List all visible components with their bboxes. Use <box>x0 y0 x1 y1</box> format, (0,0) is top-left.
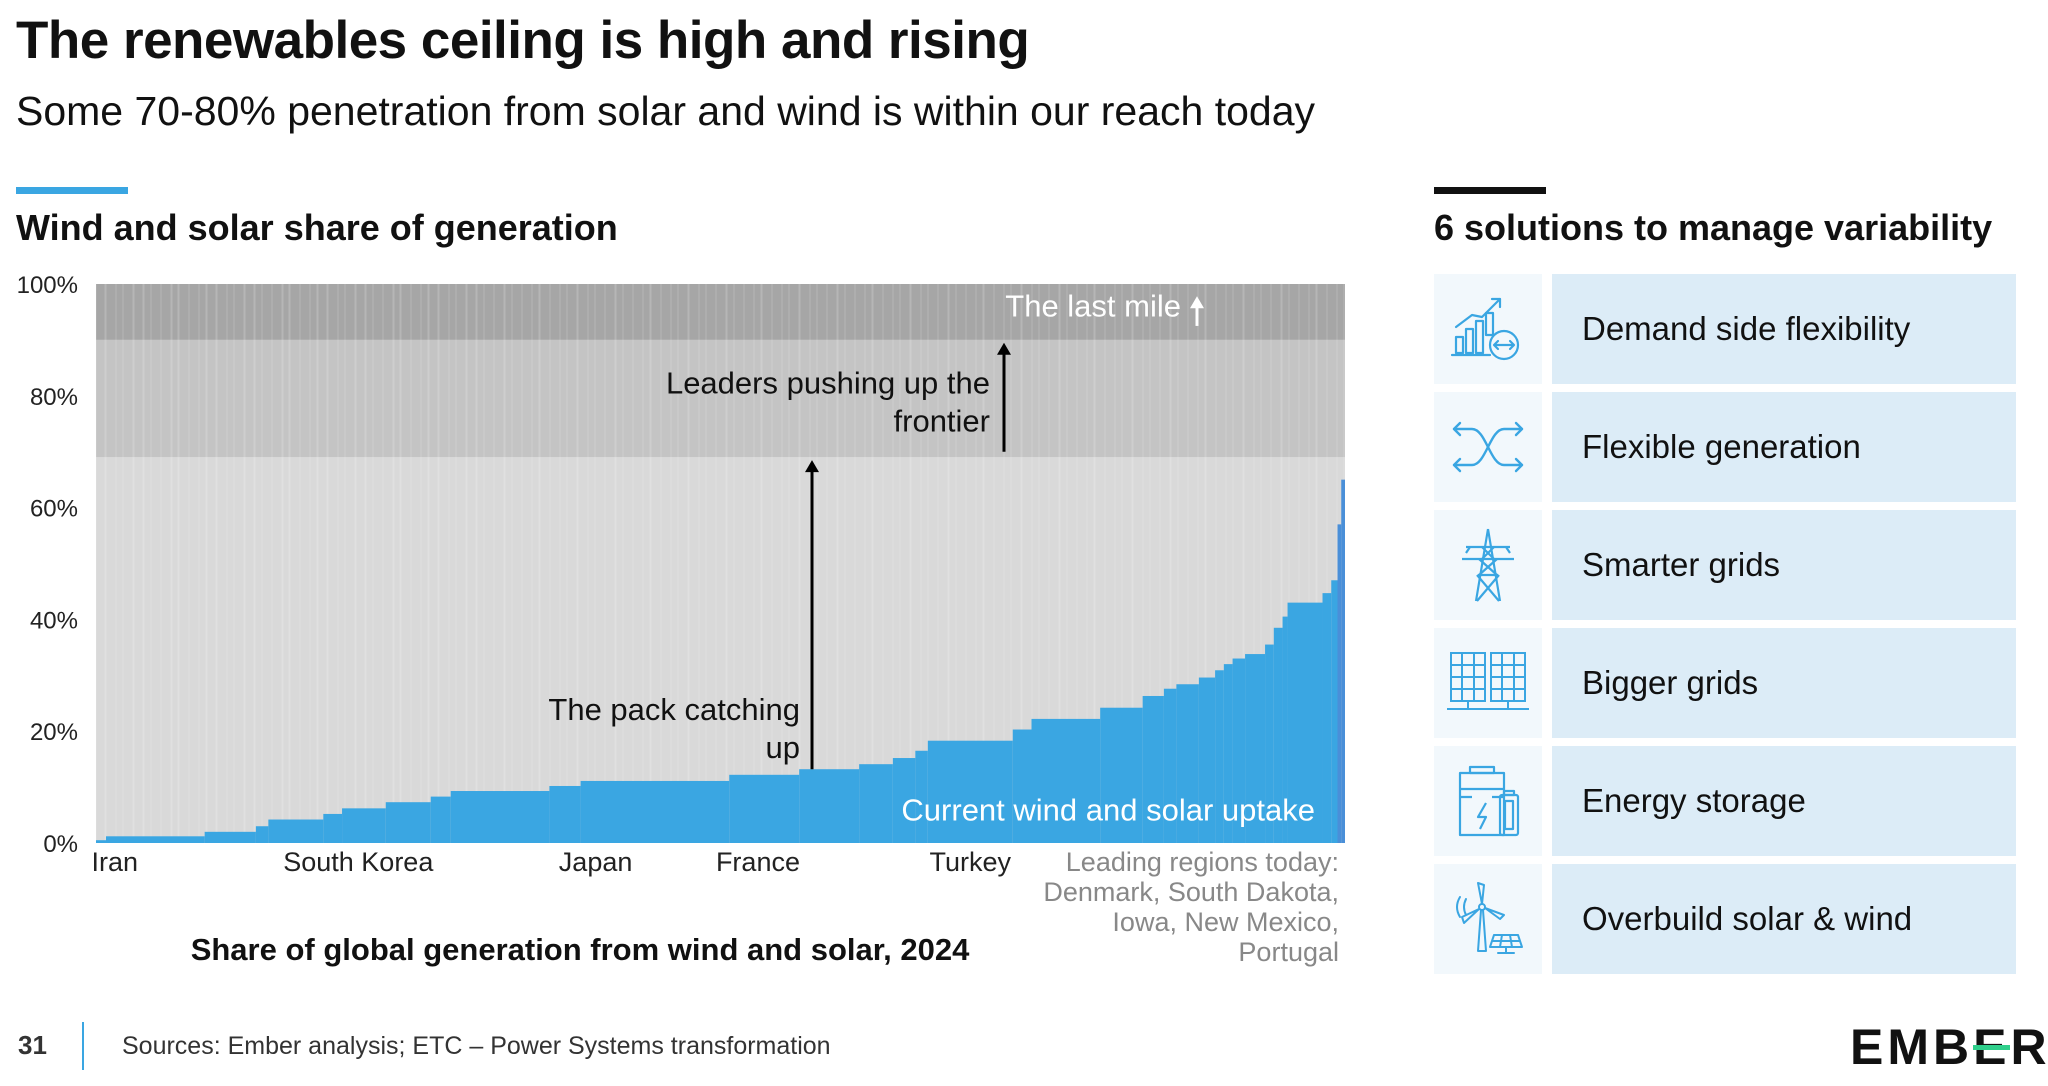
last-mile-annotation: The last mile <box>1005 288 1181 323</box>
leading-regions-label: Leading regions today: <box>1066 847 1339 877</box>
solution-row: Overbuild solar & wind <box>1434 864 2016 974</box>
leading-regions-label: Portugal <box>1238 937 1339 967</box>
solution-label: Overbuild solar & wind <box>1552 864 2016 974</box>
ember-logo: EMBER <box>1850 1018 2048 1076</box>
bar-segment <box>1223 664 1233 843</box>
chart: 0% 20% 40% 60% 80% 100% Iran South Korea Japan Fr… <box>17 272 1345 967</box>
chart-section-title: Wind and solar share of generation <box>16 207 618 248</box>
y-tick-label: 60% <box>30 496 78 523</box>
solution-row: Energy storage <box>1434 746 2016 856</box>
leaders-annotation: frontier <box>894 404 990 439</box>
solar-wind-icon <box>1434 864 1542 974</box>
bar-segment <box>268 819 324 843</box>
bar-segment <box>105 836 205 843</box>
solution-row: Smarter grids <box>1434 510 2016 620</box>
bar-segment <box>892 758 916 843</box>
footer-divider <box>82 1022 84 1070</box>
x-tick-label: France <box>716 847 800 877</box>
transmission-tower-icon <box>1434 510 1542 620</box>
leaders-annotation: Leaders pushing up the <box>666 366 990 401</box>
flexible-generation-icon <box>1434 392 1542 502</box>
bar-segment <box>1331 580 1338 843</box>
bar-segment <box>204 831 256 843</box>
solution-label: Flexible generation <box>1552 392 2016 502</box>
logo-text-3: R <box>2010 1019 2048 1075</box>
leading-regions-label: Denmark, South Dakota, <box>1043 877 1339 907</box>
solution-label: Bigger grids <box>1552 628 2016 738</box>
solution-row: Flexible generation <box>1434 392 2016 502</box>
y-tick-label: 80% <box>30 384 78 411</box>
bar-segment <box>342 808 386 843</box>
last-mile-arrow-head <box>1190 296 1204 309</box>
bar-segment <box>1322 593 1332 843</box>
bar-segment <box>255 826 269 843</box>
x-tick-label: Turkey <box>930 847 1012 877</box>
x-tick-label: Iran <box>91 847 138 877</box>
bar-segment <box>1287 602 1323 843</box>
solutions-accent-bar <box>1434 187 1546 194</box>
solutions-section-title: 6 solutions to manage variability <box>1434 207 1993 248</box>
y-tick-label: 0% <box>43 831 78 858</box>
solution-label: Demand side flexibility <box>1552 274 2016 384</box>
bar-segment <box>1031 718 1101 843</box>
bar-segment <box>1245 654 1266 843</box>
page-number: 31 <box>18 1030 47 1060</box>
battery-storage-icon <box>1434 746 1542 856</box>
pack-annotation: The pack catching <box>548 692 800 727</box>
bar-segment <box>430 796 451 843</box>
pack-arrow-head <box>805 460 819 473</box>
bar-segment <box>1232 658 1246 843</box>
solution-label: Smarter grids <box>1552 510 2016 620</box>
bar-segment <box>1341 479 1345 843</box>
bar-segment <box>1198 677 1216 843</box>
bar-segment <box>549 785 581 843</box>
bar-segment <box>1100 707 1143 843</box>
y-tick-label: 20% <box>30 719 78 746</box>
x-axis-title: Share of global generation from wind and… <box>191 932 970 967</box>
bar-segment <box>450 791 550 843</box>
page-subtitle: Some 70-80% penetration from solar and w… <box>16 88 1316 134</box>
bar-segment <box>96 840 106 843</box>
y-tick-label: 40% <box>30 607 78 634</box>
leading-regions-label: Iowa, New Mexico, <box>1112 907 1339 937</box>
current-uptake-annotation: Current wind and solar uptake <box>901 793 1315 828</box>
bar-segment <box>915 750 928 843</box>
bar-segment <box>729 774 800 843</box>
bar-segment <box>927 740 1013 843</box>
demand-flexibility-icon <box>1434 274 1542 384</box>
bar-segment <box>385 802 431 843</box>
bar-segment <box>580 780 730 843</box>
leaders-arrow-head <box>997 342 1011 355</box>
grid-panels-icon <box>1434 628 1542 738</box>
bar-segment <box>1012 729 1032 843</box>
bar-segment <box>1215 670 1224 843</box>
y-tick-label: 100% <box>17 272 78 299</box>
bar-segment <box>1282 616 1288 843</box>
bar-segment <box>799 769 860 843</box>
bar-segment <box>1163 688 1177 843</box>
bar-segment <box>1265 644 1274 843</box>
band-leaders <box>96 339 1345 458</box>
page-title: The renewables ceiling is high and risin… <box>16 11 1030 70</box>
bar-segment <box>859 764 893 843</box>
solution-row: Demand side flexibility <box>1434 274 2016 384</box>
bar-segment <box>1142 695 1164 843</box>
bar-segment <box>1337 524 1342 843</box>
bar-segment <box>1273 627 1283 843</box>
sources-note: Sources: Ember analysis; ETC – Power Sys… <box>122 1032 831 1060</box>
logo-text-1: EMB <box>1850 1019 1974 1075</box>
chart-accent-bar <box>16 187 128 194</box>
solution-row: Bigger grids <box>1434 628 2016 738</box>
bar-segment <box>1176 684 1199 843</box>
band-last-mile <box>96 284 1345 340</box>
logo-text-2: E <box>1973 1019 2011 1075</box>
x-tick-label: Japan <box>559 847 633 877</box>
bar-segment <box>323 813 343 843</box>
solution-label: Energy storage <box>1552 746 2016 856</box>
pack-annotation: up <box>766 730 800 765</box>
x-tick-label: South Korea <box>283 847 434 877</box>
